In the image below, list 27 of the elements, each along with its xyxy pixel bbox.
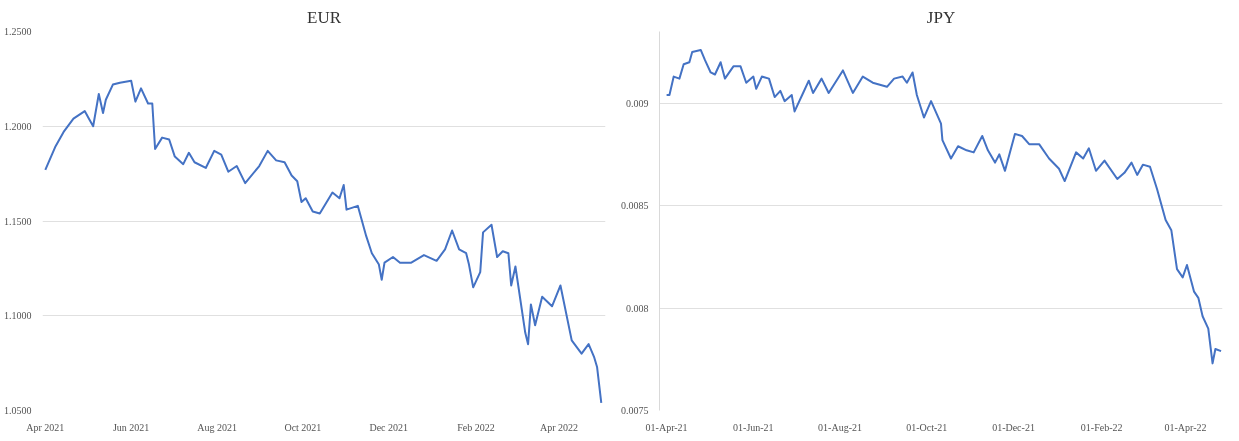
y-tick-label: 1.1000 (4, 310, 32, 322)
line-series (44, 79, 603, 404)
x-tick-label: 01-Aug-21 (818, 421, 863, 433)
x-tick-label: Apr 2022 (540, 421, 579, 433)
x-tick-label: 01-Oct-21 (906, 421, 948, 433)
y-tick-label: 0.009 (626, 97, 649, 109)
line-series (665, 48, 1223, 365)
y-tick-label: 1.2000 (4, 120, 32, 132)
y-tick-label: 1.0500 (4, 405, 32, 416)
x-tick-label: Oct 2021 (284, 421, 322, 433)
y-tick-label: 0.0085 (621, 200, 649, 212)
chart-title: EUR (307, 7, 342, 27)
x-tick-label: Feb 2022 (457, 421, 495, 433)
x-tick-label: 01-Apr-21 (645, 421, 688, 433)
x-tick-label: 01-Apr-22 (1164, 421, 1207, 433)
x-tick-label: Aug 2021 (197, 421, 237, 433)
y-tick-label: 1.1500 (4, 215, 32, 227)
x-tick-label: Jun 2021 (112, 421, 150, 433)
chart-title: JPY (926, 7, 956, 27)
y-tick-label: 1.2500 (4, 26, 32, 37)
x-tick-label: Apr 2021 (26, 421, 65, 433)
y-tick-label: 0.0075 (621, 405, 649, 416)
x-tick-label: 01-Jun-21 (733, 421, 774, 433)
x-tick-label: 01-Dec-21 (992, 421, 1035, 433)
y-tick-label: 0.008 (626, 302, 649, 314)
x-tick-label: 01-Feb-22 (1080, 421, 1123, 433)
x-tick-label: Dec 2021 (369, 421, 409, 433)
